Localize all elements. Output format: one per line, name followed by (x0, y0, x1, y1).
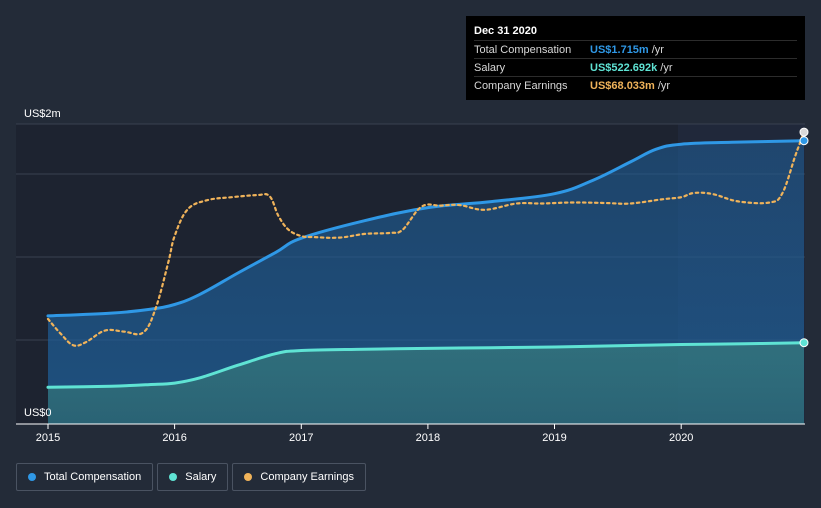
legend-dot-icon (28, 473, 36, 481)
tooltip-value: US$522.692k (590, 61, 658, 74)
salary-end-marker (799, 338, 809, 348)
tooltip-unit: /yr (660, 61, 673, 74)
tooltip-label: Company Earnings (474, 79, 568, 92)
x-tick-label: 2020 (669, 432, 693, 444)
tooltip-value: US$1.715m (590, 43, 649, 56)
legend-label: Salary (185, 471, 217, 483)
salary-area (48, 342, 804, 424)
y-axis-top-label: US$2m (24, 108, 61, 120)
x-tick-label: 2015 (36, 432, 60, 444)
x-tick-label: 2019 (542, 432, 566, 444)
x-axis-ticks: 2015 2016 2017 2018 2019 2020 (36, 424, 693, 444)
salary-line (46, 341, 806, 389)
total-compensation-line (46, 139, 806, 318)
tooltip-label: Total Compensation (474, 43, 572, 56)
area-fills (48, 140, 804, 424)
tooltip-date: Dec 31 2020 (474, 25, 537, 37)
x-tick-label: 2016 (162, 432, 186, 444)
y-axis-bottom-label: US$0 (24, 407, 52, 419)
end-markers (799, 127, 809, 348)
tooltip-unit: /yr (651, 43, 664, 56)
legend-dot-icon (244, 473, 253, 481)
company-earnings-line (46, 131, 806, 347)
legend-label: Total Compensation (44, 471, 142, 483)
legend-item-total-compensation[interactable]: Total Compensation (16, 463, 154, 491)
company-earnings-end-marker (799, 127, 809, 137)
legend: Total Compensation Salary Company Earnin… (16, 463, 366, 491)
tooltip-unit: /yr (657, 79, 671, 92)
x-tick-label: 2018 (416, 432, 440, 444)
legend-item-salary[interactable]: Salary (157, 463, 229, 491)
tooltip-row-company-earnings: Company Earnings US$68.033m /yr (474, 76, 797, 94)
legend-dot-icon (169, 473, 178, 481)
legend-item-company-earnings[interactable]: Company Earnings (232, 463, 366, 491)
x-tick-label: 2017 (289, 432, 313, 444)
tooltip-value: US$68.033m (590, 79, 655, 92)
tooltip-label: Salary (474, 61, 506, 74)
tooltip-row-total-compensation: Total Compensation US$1.715m /yr (474, 40, 797, 58)
tooltip-row-salary: Salary US$522.692k /yr (474, 58, 797, 76)
series-lines (46, 131, 806, 389)
total-compensation-end-marker (799, 136, 809, 146)
tooltip: Dec 31 2020 Total Compensation US$1.715m… (466, 16, 805, 100)
legend-label: Company Earnings (260, 471, 354, 483)
